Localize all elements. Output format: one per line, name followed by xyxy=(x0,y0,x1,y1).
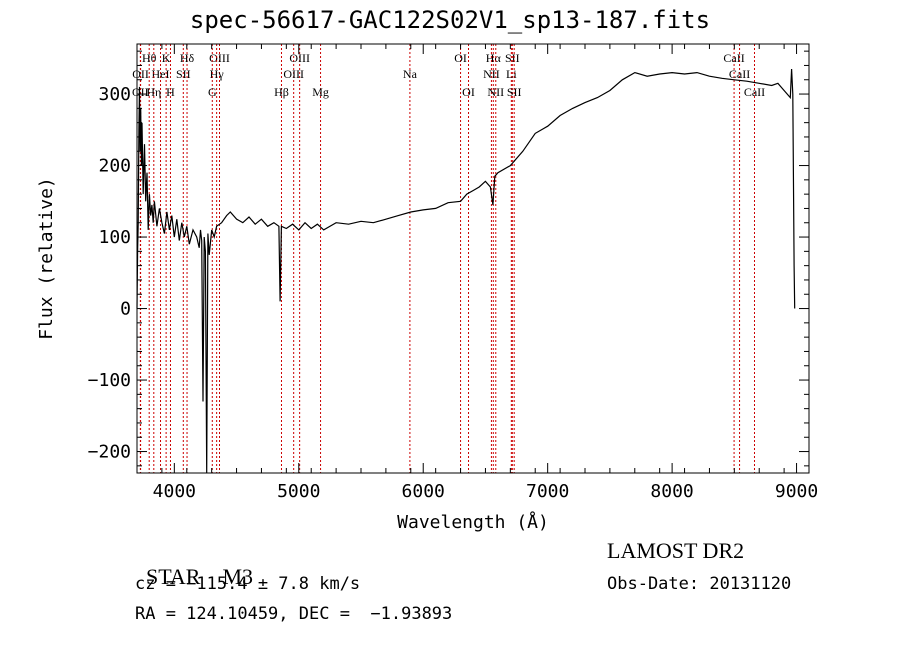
line-marker-label: Hη xyxy=(146,85,161,99)
object-class: STAR M3 xyxy=(135,538,253,590)
line-marker-label: G xyxy=(208,85,217,99)
y-tick-label: 100 xyxy=(98,227,131,248)
survey-label: LAMOST DR2 xyxy=(607,538,745,563)
line-marker-label: Hγ xyxy=(210,67,225,81)
line-marker-label: HeI xyxy=(152,67,170,81)
line-marker-label: K xyxy=(162,51,171,65)
y-tick-label: −100 xyxy=(88,370,131,391)
line-marker-label: CaII xyxy=(744,85,765,99)
line-marker-label: Hδ xyxy=(180,51,195,65)
coordinates-label: RA = 124.10459, DEC = −1.93893 xyxy=(135,604,453,624)
y-tick-label: 300 xyxy=(98,84,131,105)
line-marker-label: Li xyxy=(506,67,517,81)
x-tick-label: 8000 xyxy=(650,481,693,502)
line-marker-label: SII xyxy=(176,67,191,81)
line-marker-label: H xyxy=(166,85,175,99)
spectrum-line xyxy=(136,68,796,474)
x-axis-label: Wavelength (Å) xyxy=(397,511,549,533)
line-marker-label: OIII xyxy=(289,51,310,65)
line-marker-label: NII xyxy=(487,85,504,99)
line-marker-label: OI xyxy=(454,51,467,65)
line-marker-label: Hα xyxy=(486,51,502,65)
line-marker-label: CaII xyxy=(729,67,750,81)
x-tick-label: 6000 xyxy=(402,481,445,502)
line-marker-label: Mg xyxy=(312,85,329,99)
axis-ticks: 4000 5000 6000 7000 8000 9000 −200 −100 0 100 200 3… xyxy=(88,44,818,502)
line-marker-label: Hβ xyxy=(274,85,289,99)
x-tick-label: 4000 xyxy=(153,481,196,502)
class-label: STAR xyxy=(146,564,201,589)
obs-date-label: Obs-Date: 20131120 xyxy=(607,574,792,594)
plot-frame xyxy=(136,43,810,474)
velocity-label: cz = −115.4 ± 7.8 km/s xyxy=(135,574,361,594)
line-marker-label: SII xyxy=(507,85,522,99)
line-marker-label: OIII xyxy=(283,67,304,81)
x-tick-label: 7000 xyxy=(526,481,569,502)
line-marker-label: Na xyxy=(403,67,418,81)
line-marker-label: OII xyxy=(132,67,149,81)
line-marker-label: Hθ xyxy=(142,51,157,65)
x-tick-label: 9000 xyxy=(775,481,818,502)
line-marker-label: OIII xyxy=(209,51,230,65)
x-tick-label: 5000 xyxy=(277,481,320,502)
line-marker-label: SII xyxy=(505,51,520,65)
y-tick-label: −200 xyxy=(88,442,131,463)
line-marker-label: NII xyxy=(483,67,500,81)
y-tick-label: 0 xyxy=(120,299,131,320)
line-marker-label: CaII xyxy=(723,51,744,65)
subclass-label: M3 xyxy=(222,564,254,589)
line-marker-label: OI xyxy=(462,85,475,99)
y-axis-label: Flux (relative) xyxy=(36,177,57,340)
y-tick-label: 200 xyxy=(98,156,131,177)
chart-title: spec-56617-GAC122S02V1_sp13-187.fits xyxy=(189,6,711,34)
